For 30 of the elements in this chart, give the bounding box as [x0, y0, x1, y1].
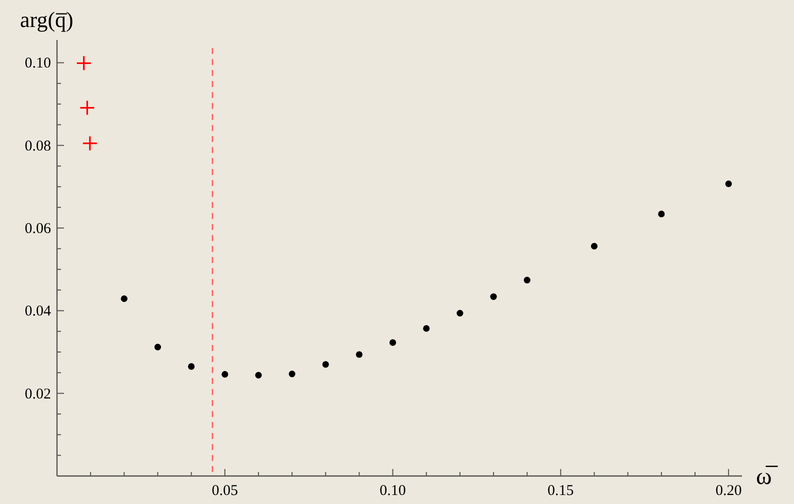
- point: [725, 180, 732, 188]
- point: [188, 363, 195, 370]
- y-tick-label: 0.08: [24, 138, 51, 154]
- x-axis-title: ω̅: [756, 464, 779, 490]
- point: [456, 310, 464, 316]
- y-tick-label: 0.04: [24, 304, 52, 320]
- point: [154, 344, 162, 350]
- y-tick-label: 0.10: [24, 56, 51, 72]
- point: [590, 242, 598, 250]
- point: [524, 276, 530, 284]
- point: [255, 372, 262, 378]
- point: [322, 361, 329, 368]
- point: [82, 136, 98, 152]
- point: [658, 210, 665, 218]
- point: [79, 100, 96, 116]
- point: [222, 371, 228, 378]
- x-tick-label: 0.10: [380, 483, 406, 499]
- point: [288, 370, 296, 378]
- point: [490, 293, 497, 300]
- x-tick-label: 0.15: [548, 483, 574, 499]
- point: [389, 339, 396, 346]
- x-tick-label: 0.20: [715, 483, 742, 499]
- y-tick-label: 0.02: [24, 386, 51, 402]
- y-tick-label: 0.06: [24, 221, 52, 238]
- y-axis-title: arg(q̅): [20, 7, 74, 32]
- point: [120, 295, 128, 302]
- point: [76, 55, 92, 71]
- point: [423, 325, 430, 332]
- x-tick-label: 0.05: [212, 483, 238, 499]
- point: [356, 351, 363, 358]
